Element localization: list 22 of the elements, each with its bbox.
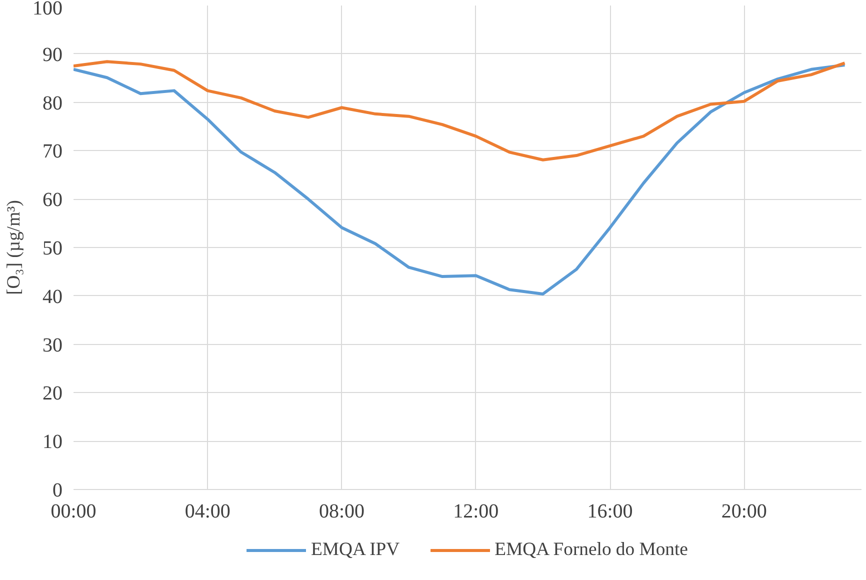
x-tick-label: 04:00: [184, 500, 230, 522]
x-tick-label: 08:00: [318, 500, 365, 522]
line-series: [74, 64, 846, 296]
y-tick-label: 30: [42, 334, 62, 356]
legend-label: EMQA IPV: [311, 539, 400, 561]
x-tick-label: 16:00: [587, 500, 633, 522]
y-tick-label: 40: [42, 286, 62, 308]
y-tick-label: 60: [42, 189, 62, 212]
y-tick-label: 50: [42, 238, 62, 260]
y-tick-label: 0: [52, 480, 62, 502]
y-tick-label: 70: [42, 140, 62, 163]
y-axis-title: [O₃] (µg/m³): [4, 200, 24, 295]
y-tick-label: 100: [32, 0, 62, 20]
y-tick-label: 80: [42, 92, 62, 114]
line-series: [74, 60, 846, 162]
legend-label: EMQA Fornelo do Monte: [494, 539, 688, 561]
y-tick-label: 90: [42, 44, 62, 66]
x-tick-label: 00:00: [50, 500, 96, 522]
y-tick-label: 20: [42, 382, 62, 405]
x-tick-label: 20:00: [721, 500, 767, 522]
x-tick-label: 12:00: [453, 500, 499, 522]
y-tick-label: 10: [42, 431, 62, 454]
